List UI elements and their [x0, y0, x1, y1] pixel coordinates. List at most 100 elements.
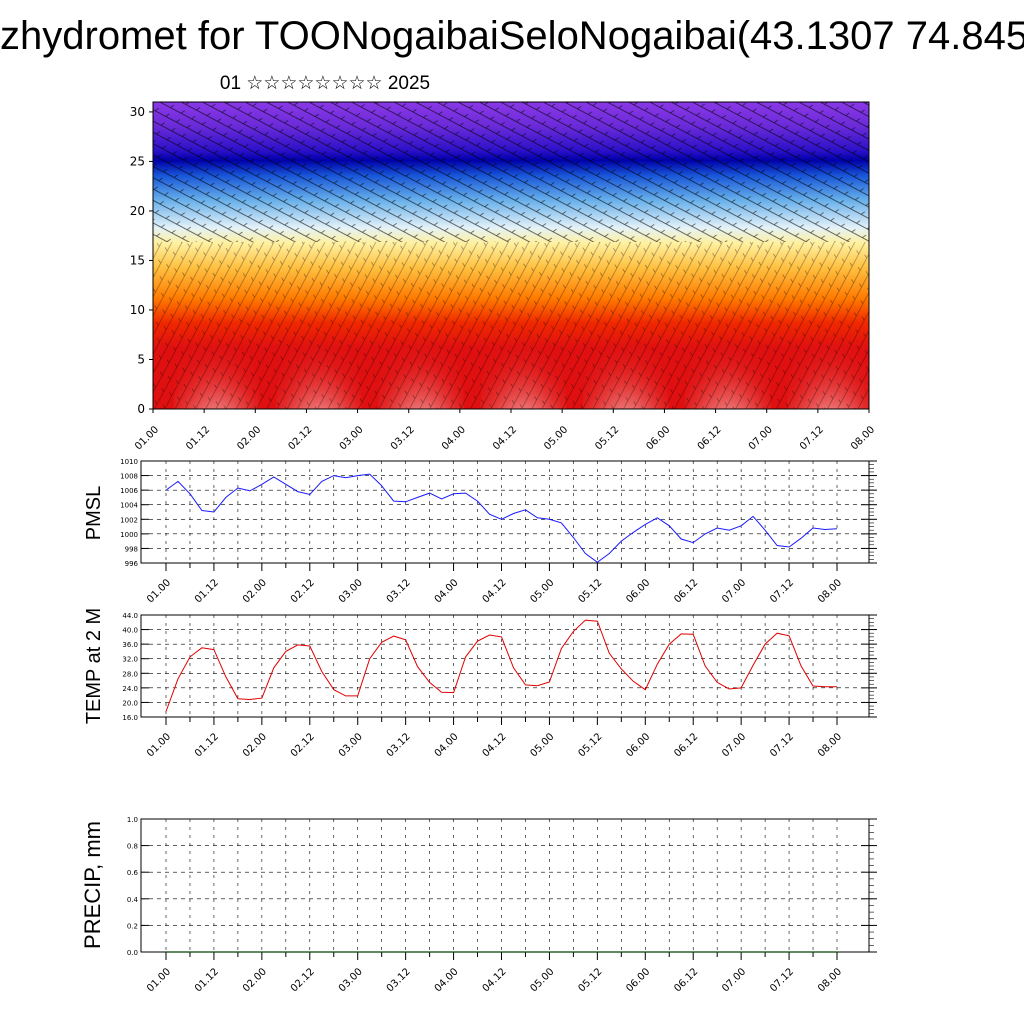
- panel-1-x-tick-label: 03.12: [385, 577, 413, 605]
- panel-1-x-tick-label: 05.12: [576, 577, 604, 605]
- panel-2-x-tick-label: 07.00: [720, 731, 748, 759]
- panel-3-x-tick-label: 02.00: [241, 966, 269, 994]
- heatmap-x-tick-label: 06.00: [645, 424, 673, 452]
- panel-2-x-tick-label: 01.12: [193, 731, 221, 759]
- panel-1-x-tick-label: 01.00: [145, 577, 173, 605]
- panel-2-x-tick-label: 03.00: [337, 731, 365, 759]
- temp-grid: [141, 614, 869, 718]
- y-tick-label: 32.0: [122, 656, 138, 664]
- panel-2-x-tick-label: 01.00: [145, 731, 173, 759]
- temp-panel: TEMP at 2 M 16.0 20.0 24.0 28.0 32.0 36.0 40.0…: [83, 608, 877, 759]
- heatmap-x-tick-label: 02.00: [235, 424, 263, 452]
- pmsl-panel: PMSL 996 998 1000 1002 1004 1006 1008 1010 01.00…: [83, 458, 877, 605]
- panel-1-x-tick-label: 02.00: [241, 577, 269, 605]
- panel-3-x-tick-label: 03.12: [385, 966, 413, 994]
- temp-axis-label: TEMP at 2 M: [83, 608, 105, 724]
- panel-3-x-tick-label: 05.00: [529, 966, 557, 994]
- heatmap-x-axis: 01.00 01.12 02.00 02.12 03.00 03.12 04.00 04.12…: [133, 409, 877, 452]
- heatmap-x-tick-label: 07.12: [798, 424, 826, 452]
- y-tick-label: 1002: [120, 516, 138, 524]
- panel-2-x-tick-label: 04.12: [481, 731, 509, 759]
- y-tick-label: 44.0: [122, 612, 138, 620]
- panel-1-x-tick-label: 05.00: [529, 577, 557, 605]
- pmsl-frame: [140, 460, 870, 564]
- heatmap-y-tick-label: 15: [130, 253, 145, 267]
- panel-3-x-tick-label: 05.12: [576, 966, 604, 994]
- y-tick-label: 0.0: [127, 949, 138, 957]
- panel-1-x-tick-label: 07.12: [768, 577, 796, 605]
- wind-barbs-lower: [153, 242, 869, 409]
- panel-2-x-tick-label: 04.00: [433, 731, 461, 759]
- y-tick-label: 20.0: [122, 699, 138, 707]
- pmsl-series-line: [165, 473, 838, 563]
- heatmap-y-tick-label: 20: [130, 204, 145, 218]
- heatmap-y-tick-label: 25: [130, 154, 145, 168]
- y-tick-label: 1000: [120, 531, 138, 539]
- panel-3-x-tick-label: 04.12: [481, 966, 509, 994]
- panel-1-x-tick-label: 04.00: [433, 577, 461, 605]
- heatmap-y-axis: 0 5 10 15 20 25 30: [130, 105, 153, 416]
- panel-3-x-tick-label: 07.00: [720, 966, 748, 994]
- panel-2-x-tick-label: 05.12: [576, 731, 604, 759]
- panel-3-x-tick-label: 06.00: [624, 966, 652, 994]
- panel-2-x-tick-label: 02.12: [289, 731, 317, 759]
- panel-1-x-tick-label: 03.00: [337, 577, 365, 605]
- heatmap-x-tick-label: 01.00: [133, 424, 161, 452]
- heatmap-x-tick-label: 08.00: [849, 424, 877, 452]
- y-tick-label: 28.0: [122, 670, 138, 678]
- y-tick-label: 0.8: [127, 843, 138, 851]
- temp-frame: [140, 614, 870, 718]
- panel-1-x-tick-label: 08.00: [816, 577, 844, 605]
- panel-1-x-tick-label: 06.12: [672, 577, 700, 605]
- y-tick-label: 0.4: [127, 896, 139, 904]
- heatmap-x-tick-label: 01.12: [184, 424, 212, 452]
- panel-2-x-tick-label: 08.00: [816, 731, 844, 759]
- heatmap-x-tick-label: 02.12: [287, 424, 315, 452]
- temp-axes: 16.0 20.0 24.0 28.0 32.0 36.0 40.0 44.0 01.00 01.…: [122, 612, 877, 759]
- heatmap-y-tick-label: 5: [137, 352, 145, 366]
- panel-2-x-tick-label: 07.12: [768, 731, 796, 759]
- y-tick-label: 24.0: [122, 685, 138, 693]
- y-tick-label: 1010: [120, 458, 138, 466]
- pmsl-axes: 996 998 1000 1002 1004 1006 1008 1010 01.00 01.12…: [120, 458, 877, 605]
- heatmap-x-tick-label: 05.00: [542, 424, 570, 452]
- heatmap-panel: 0 5 10 15 20 25 30 01.00 01.12 02.00 02.12 03.00 03…: [130, 101, 877, 452]
- y-tick-label: 998: [125, 545, 138, 553]
- heatmap-x-tick-label: 05.12: [593, 424, 621, 452]
- y-tick-label: 40.0: [122, 627, 138, 635]
- panel-3-x-tick-label: 03.00: [337, 966, 365, 994]
- panel-1-x-tick-label: 06.00: [624, 577, 652, 605]
- heatmap-y-tick-label: 0: [137, 402, 145, 416]
- panel-2-x-tick-label: 06.00: [624, 731, 652, 759]
- heatmap-x-tick-label: 06.12: [696, 424, 724, 452]
- chart-subtitle: 01 ☆☆☆☆☆☆☆☆ 2025: [219, 73, 431, 94]
- panel-2-x-tick-label: 02.00: [241, 731, 269, 759]
- panel-2-x-tick-label: 05.00: [529, 731, 557, 759]
- y-tick-label: 36.0: [122, 641, 138, 649]
- page-title: zhydromet for TOONogaibaiSeloNogaibai(43…: [0, 14, 1024, 58]
- panel-3-x-tick-label: 06.12: [672, 966, 700, 994]
- y-tick-label: 0.6: [127, 869, 139, 877]
- panel-2-x-tick-label: 03.12: [385, 731, 413, 759]
- y-tick-label: 1008: [120, 473, 138, 481]
- heatmap-x-tick-label: 04.12: [491, 424, 519, 452]
- panel-3-x-tick-label: 04.00: [433, 966, 461, 994]
- panel-1-x-tick-label: 01.12: [193, 577, 221, 605]
- y-tick-label: 1004: [120, 502, 138, 510]
- panel-1-x-tick-label: 02.12: [289, 577, 317, 605]
- heatmap-x-tick-label: 03.12: [389, 424, 417, 452]
- heatmap-x-tick-label: 03.00: [338, 424, 366, 452]
- panel-3-x-tick-label: 07.12: [768, 966, 796, 994]
- y-tick-label: 996: [125, 560, 139, 568]
- y-tick-label: 1006: [120, 487, 138, 495]
- precip-panel: PRECIP, mm 0.00.20.40.60.81.001.00 01.12 0…: [80, 816, 877, 994]
- precip-frame: [140, 818, 870, 953]
- panel-1-x-tick-label: 07.00: [720, 577, 748, 605]
- heatmap-x-tick-label: 04.00: [440, 424, 468, 452]
- y-tick-label: 1.0: [127, 816, 138, 824]
- pmsl-grid: [141, 460, 869, 564]
- panel-3-x-tick-label: 08.00: [816, 966, 844, 994]
- panel-3-x-tick-label: 01.12: [193, 966, 221, 994]
- temp-series-line: [165, 619, 837, 712]
